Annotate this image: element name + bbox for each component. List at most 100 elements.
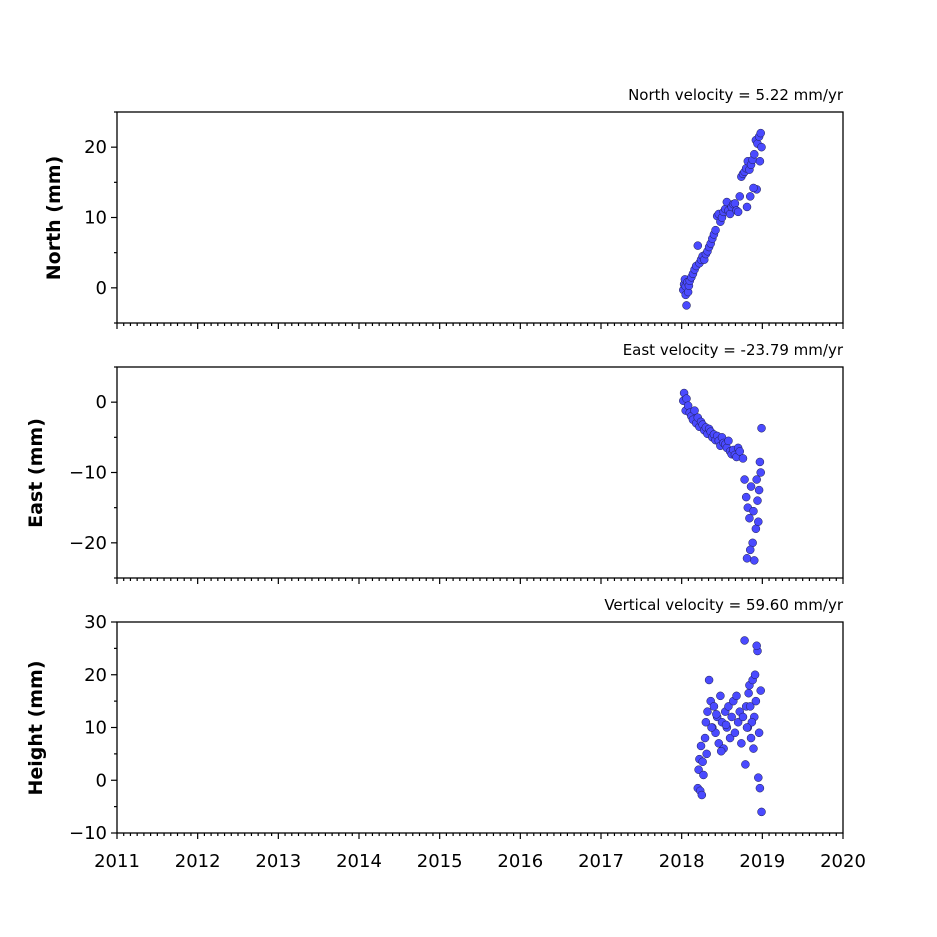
height-xtick-label: 2018 [659, 851, 705, 872]
height-ytick-label: −10 [69, 823, 107, 844]
east-data-point [750, 556, 759, 565]
height-data-point [737, 739, 746, 748]
north-data-point [756, 128, 765, 138]
height-data-point [703, 707, 712, 716]
north-data-point [693, 241, 703, 250]
north-ytick-label: 10 [84, 208, 107, 229]
height-data-point [725, 733, 735, 743]
north-data-point [730, 199, 740, 208]
height-data-point [740, 636, 749, 645]
east-data-point [741, 492, 751, 502]
north-panel-title: North velocity = 5.22 mm/yr [628, 86, 844, 104]
height-panel: Vertical velocity = 59.60 mm/yr Height (… [25, 596, 866, 872]
east-panel-title: East velocity = -23.79 mm/yr [623, 341, 844, 359]
north-axis-label: North (mm) [43, 156, 65, 281]
height-data-point [701, 717, 711, 727]
north-data-point [749, 183, 758, 193]
height-xtick-label: 2019 [739, 851, 785, 872]
east-data-point [748, 538, 757, 548]
east-data-point [745, 513, 754, 523]
height-xtick-label: 2014 [336, 851, 382, 872]
east-data-point [757, 423, 766, 433]
north-data-point [757, 142, 766, 152]
height-axis-label: Height (mm) [25, 660, 47, 795]
height-data-point [707, 723, 716, 732]
height-data-point [716, 691, 725, 701]
north-data-point [735, 192, 744, 201]
east-data-point [745, 545, 755, 555]
height-data-point [742, 723, 752, 732]
height-panel-title: Vertical velocity = 59.60 mm/yr [604, 596, 844, 614]
height-data-point [754, 773, 763, 782]
height-xtick-label: 2017 [578, 851, 624, 872]
height-points [693, 636, 766, 817]
height-ytick-label: 20 [84, 665, 107, 686]
east-ticks: −20 −10 0 [69, 366, 844, 584]
east-data-point [746, 482, 756, 491]
height-data-point [727, 712, 736, 722]
height-data-point [714, 739, 724, 748]
height-data-point [733, 717, 743, 727]
height-xtick-label: 2012 [175, 851, 221, 872]
height-data-point [721, 720, 731, 730]
height-data-point [754, 728, 764, 738]
height-xtick-label: 2013 [255, 851, 301, 872]
north-ytick-label: 0 [96, 278, 107, 299]
east-data-point [753, 496, 762, 505]
east-data-point [756, 468, 765, 477]
height-data-point [745, 702, 755, 711]
east-data-point [690, 406, 699, 415]
height-data-point [697, 790, 707, 800]
east-data-point [735, 447, 744, 456]
east-ytick-label: −10 [69, 463, 107, 484]
height-data-point [747, 717, 757, 727]
height-plot-frame [116, 621, 844, 834]
east-data-point [742, 554, 752, 563]
east-data-point [738, 454, 748, 463]
east-axis-label: East (mm) [25, 418, 47, 528]
north-data-point [750, 149, 759, 159]
height-xtick-label: 2015 [417, 851, 463, 872]
height-data-point [755, 783, 765, 793]
north-ticks: 0 10 20 [84, 111, 844, 329]
height-data-point [700, 733, 710, 743]
height-data-point [730, 728, 740, 738]
east-panel: East velocity = -23.79 mm/yr East (mm) −… [25, 341, 844, 584]
height-data-point [756, 686, 765, 695]
height-data-point [750, 670, 760, 679]
east-data-point [752, 475, 761, 484]
height-data-point [749, 744, 758, 753]
height-data-point [694, 765, 703, 774]
east-data-point [754, 485, 764, 495]
height-data-point [751, 696, 761, 706]
east-data-point [682, 394, 691, 403]
north-data-point [711, 225, 720, 235]
east-plot-frame [116, 366, 844, 579]
east-ytick-label: −20 [69, 533, 107, 554]
east-points [679, 388, 766, 565]
height-data-point [698, 757, 707, 767]
north-panel: North velocity = 5.22 mm/yr North (mm) 0… [43, 86, 844, 329]
height-data-point [696, 741, 706, 751]
height-data-point [709, 702, 719, 711]
height-data-point [716, 746, 726, 756]
height-data-point [712, 710, 721, 719]
height-ytick-label: 30 [84, 612, 107, 633]
north-plot-frame [116, 111, 844, 324]
height-data-point [724, 702, 733, 711]
east-data-point [754, 517, 763, 526]
height-xtick-label: 2011 [94, 851, 140, 872]
height-xtick-label: 2020 [820, 851, 866, 872]
height-ytick-label: 10 [84, 718, 107, 739]
east-data-point [755, 457, 765, 467]
height-data-point [732, 691, 741, 701]
height-xtick-label: 2016 [497, 851, 543, 872]
height-data-point [704, 675, 714, 685]
north-data-point [733, 207, 743, 217]
height-data-point [744, 688, 753, 698]
north-data-point [755, 156, 765, 166]
east-data-point [740, 475, 749, 484]
north-data-point [745, 192, 755, 201]
north-data-point [742, 202, 752, 212]
